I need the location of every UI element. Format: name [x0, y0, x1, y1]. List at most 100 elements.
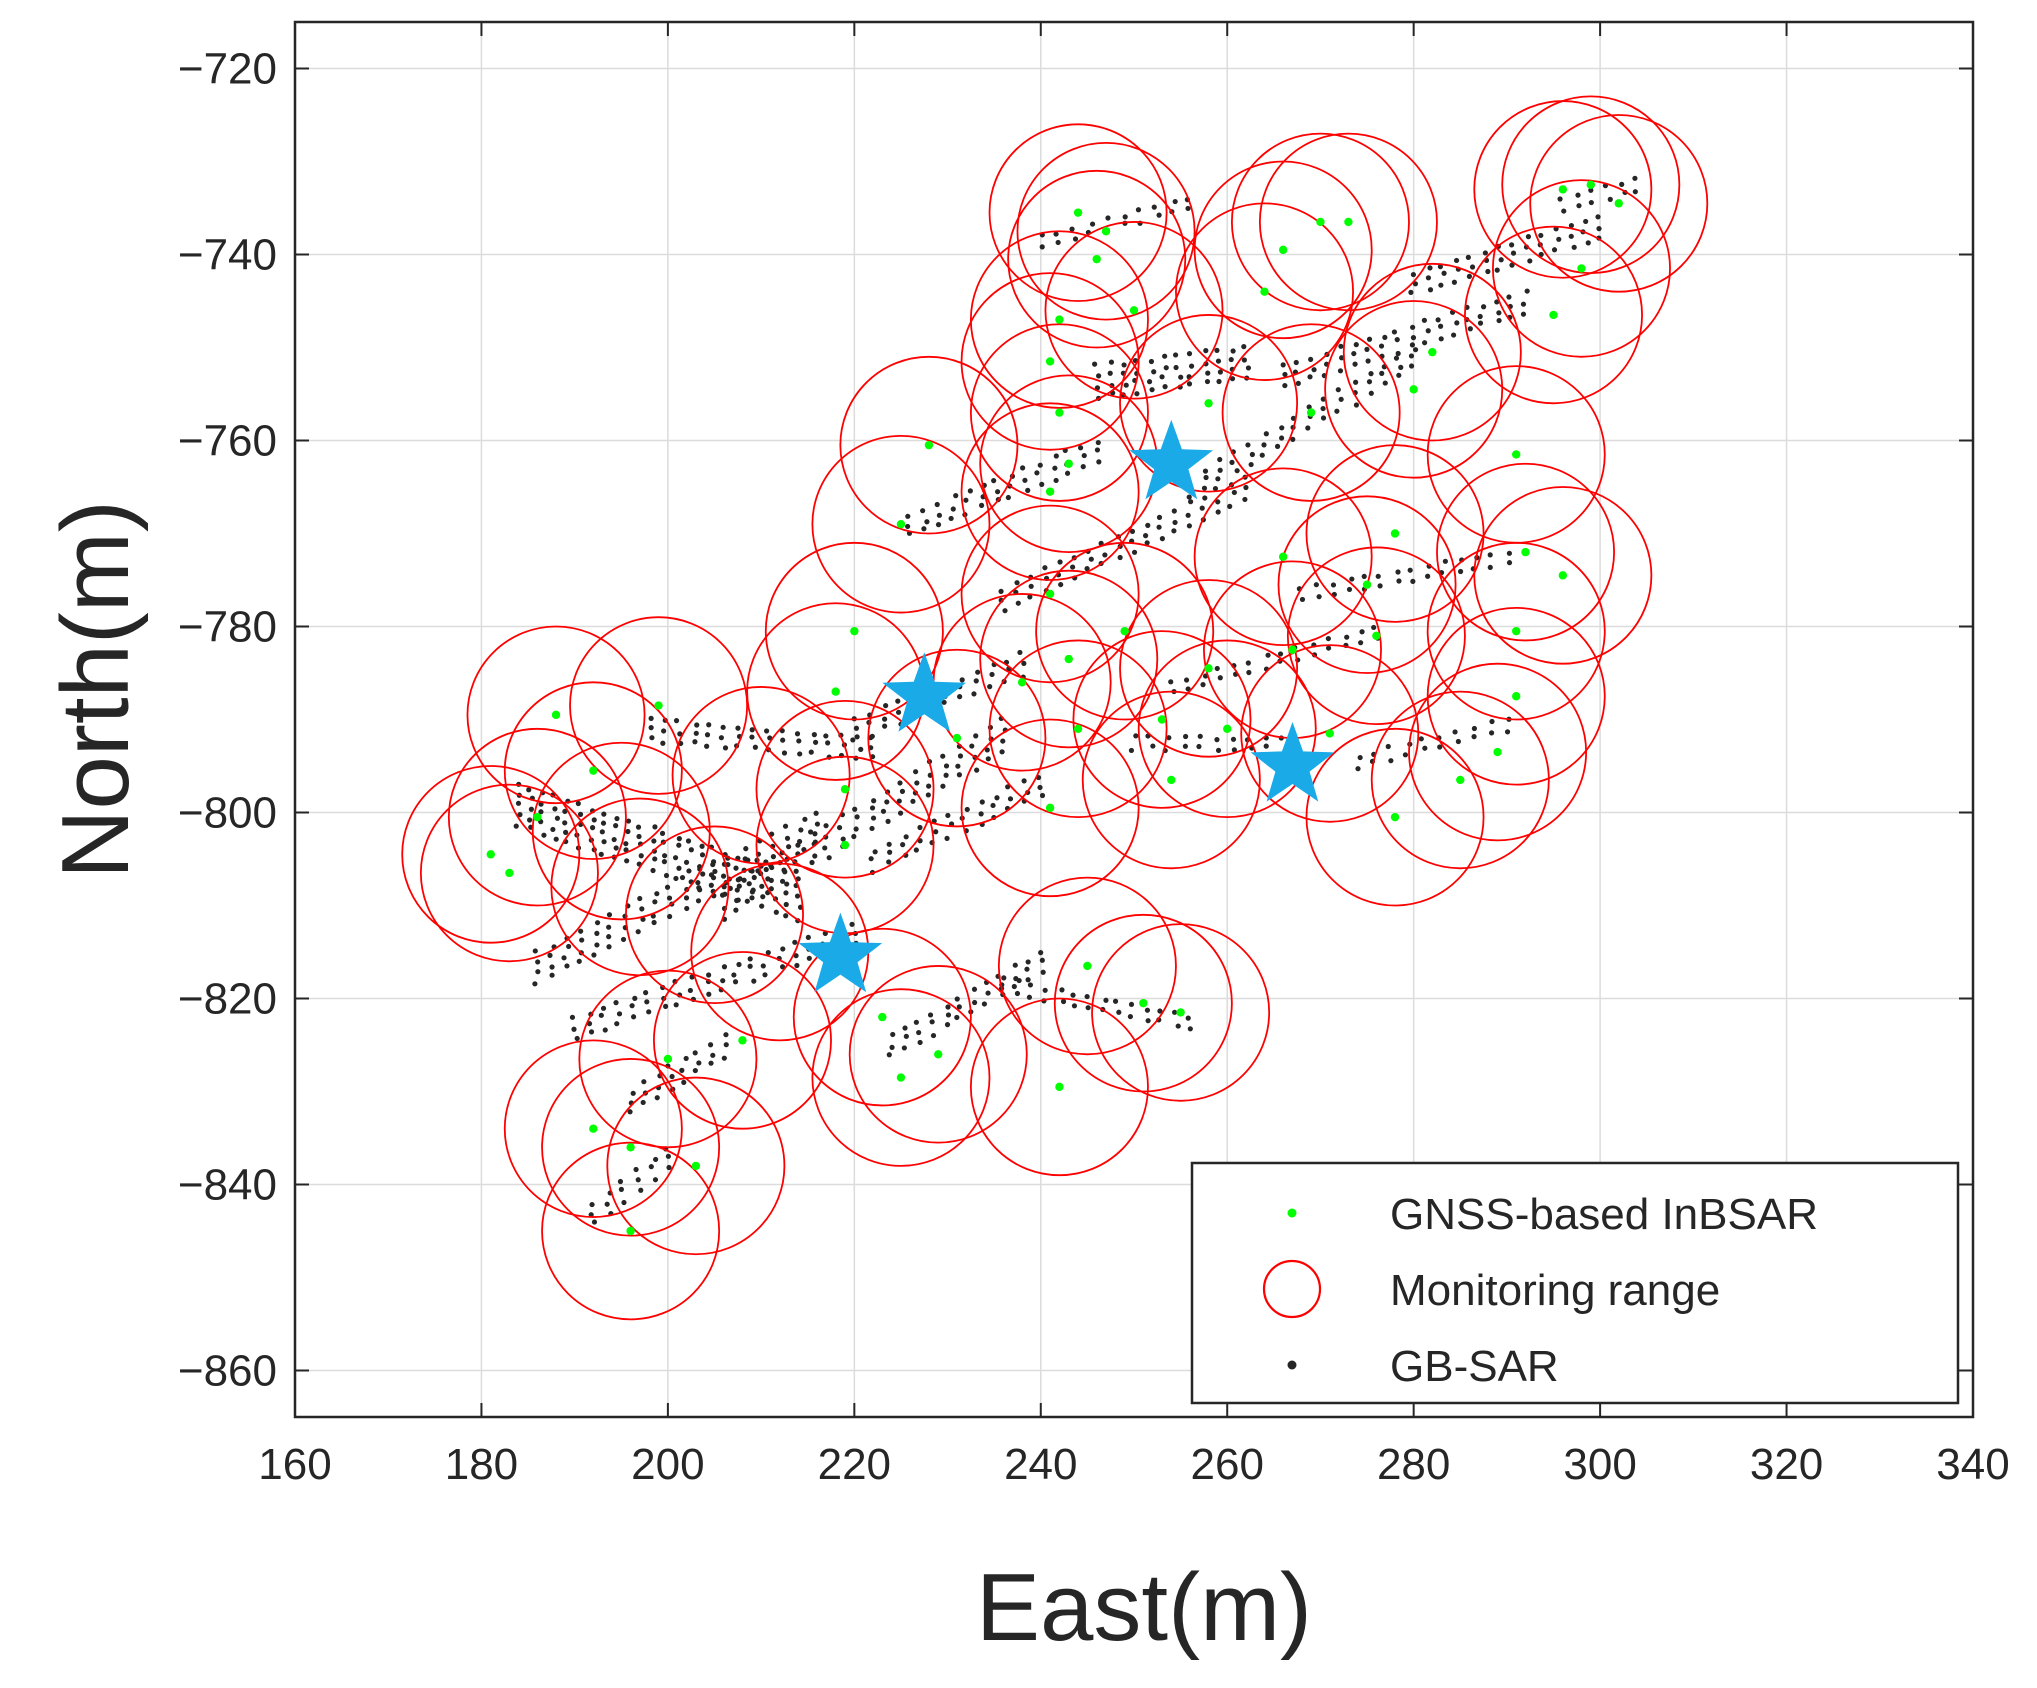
legend-circle-icon [1262, 1259, 1322, 1319]
gbsar-point [808, 749, 814, 755]
gbsar-point [697, 887, 703, 893]
gbsar-point [950, 506, 956, 512]
gbsar-point [1274, 443, 1281, 449]
gbsar-point [1185, 205, 1191, 212]
gbsar-point [853, 826, 859, 832]
gbsar-point [651, 919, 657, 926]
gbsar-point [1393, 355, 1400, 361]
gbsar-point [1366, 379, 1373, 385]
gbsar-point [1117, 554, 1123, 561]
gbsar-point [854, 734, 860, 740]
gbsar-point [840, 836, 846, 842]
gbsar-point [1375, 573, 1381, 579]
monitoring-range-circle [1492, 179, 1671, 358]
gnss-point [1558, 571, 1568, 580]
gbsar-point [1489, 718, 1495, 725]
gbsar-point [706, 991, 712, 997]
y-tick-label: −840 [178, 1161, 277, 1210]
gbsar-point [661, 859, 668, 865]
gnss-point [1558, 185, 1568, 194]
monitoring-range-circle [997, 876, 1177, 1056]
monitoring-range-circle [1529, 114, 1709, 293]
gbsar-point [920, 508, 926, 514]
gbsar-point [1215, 358, 1222, 364]
gbsar-point [673, 718, 680, 724]
gbsar-point [1064, 470, 1071, 476]
x-tick-label: 240 [1004, 1440, 1077, 1489]
gbsar-point [895, 709, 902, 715]
gbsar-point [735, 725, 741, 731]
gbsar-point [975, 669, 981, 675]
gbsar-point [1355, 766, 1361, 772]
x-tick-label: 160 [258, 1440, 331, 1489]
monitoring-range-circle [1426, 365, 1606, 544]
gbsar-point [721, 964, 728, 970]
gbsar-point [654, 891, 660, 897]
gbsar-point [651, 838, 657, 844]
gbsar-point [1359, 629, 1365, 635]
gbsar-point [1395, 350, 1401, 357]
gbsar-point [549, 964, 555, 970]
gbsar-point [736, 883, 742, 889]
station-star-icon [798, 912, 883, 993]
gbsar-point [784, 835, 791, 841]
gbsar-point [1214, 665, 1220, 672]
gbsar-point [633, 1166, 639, 1173]
gbsar-point [1027, 982, 1034, 988]
gbsar-point [732, 979, 739, 985]
gbsar-point [781, 750, 788, 756]
gbsar-point [1538, 251, 1544, 258]
monitoring-range-circle [755, 700, 935, 879]
gbsar-point [1070, 992, 1076, 998]
gbsar-point [896, 798, 902, 804]
gbsar-point [692, 1067, 698, 1074]
gnss-point [1139, 998, 1148, 1008]
gbsar-point [563, 829, 569, 835]
gbsar-point [1279, 425, 1285, 431]
gbsar-point [1005, 784, 1011, 790]
gbsar-point [1402, 752, 1409, 758]
gbsar-point [1133, 733, 1139, 739]
gnss-point [1409, 385, 1418, 394]
monitoring-range-circle [1091, 923, 1271, 1102]
gbsar-point [779, 964, 786, 970]
monitoring-range-circle [671, 686, 851, 865]
gbsar-point [811, 732, 817, 738]
gbsar-point [1391, 329, 1398, 335]
gbsar-point [971, 691, 977, 697]
gbsar-point [991, 478, 997, 484]
gbsar-point [910, 798, 916, 804]
gbsar-point [1129, 528, 1136, 535]
gbsar-point [630, 1090, 636, 1096]
gbsar-point [623, 847, 629, 853]
gbsar-point [1034, 470, 1040, 476]
gbsar-point [872, 849, 878, 855]
gbsar-point [752, 744, 758, 750]
gbsar-point [940, 753, 946, 759]
gbsar-point [721, 1055, 727, 1061]
gbsar-point [650, 867, 656, 874]
gbsar-point [916, 1029, 922, 1036]
gbsar-point [733, 865, 739, 871]
gnss-point [1073, 208, 1083, 217]
gbsar-point [998, 588, 1004, 594]
gbsar-point [1524, 288, 1530, 294]
gbsar-point [941, 699, 947, 705]
gbsar-point [1171, 528, 1177, 534]
gnss-point [1456, 775, 1465, 785]
y-tick-label: −760 [178, 417, 277, 466]
gbsar-point [798, 827, 804, 833]
monitoring-range-circle [764, 541, 944, 721]
gbsar-point [1575, 192, 1581, 198]
gbsar-point [662, 853, 668, 859]
gbsar-point [561, 955, 567, 961]
gbsar-point [1183, 733, 1189, 740]
gbsar-point [562, 808, 568, 815]
monitoring-range-circle [960, 504, 1140, 684]
monitoring-range-circle [969, 997, 1149, 1177]
gbsar-point [808, 829, 814, 835]
gbsar-point [1203, 348, 1209, 354]
gbsar-point [1311, 367, 1317, 373]
monitoring-range-circle [1119, 579, 1299, 758]
gbsar-point [746, 881, 752, 887]
